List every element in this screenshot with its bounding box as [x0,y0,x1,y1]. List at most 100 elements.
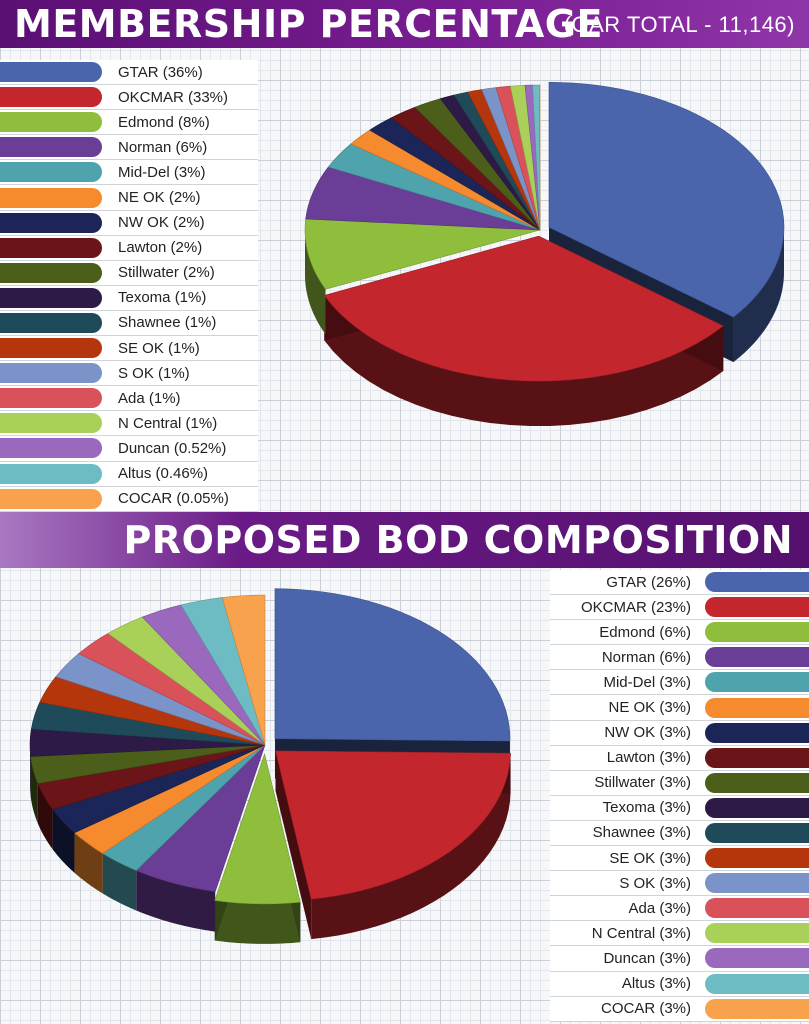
legend-item-norman: Norman (6%) [0,135,258,161]
slice-side-lawton [37,783,53,850]
legend-item-altus: Altus (3%) [550,972,809,997]
slice-gtar [548,82,785,318]
legend-label: Shawnee (1%) [118,314,217,332]
legend-swatch [705,973,809,994]
slice-edmond [304,218,541,290]
legend-label: OKCMAR (23%) [580,598,691,616]
legend-item-se-ok: SE OK (3%) [550,846,809,872]
legend-swatch [705,848,809,869]
legend-swatch [0,338,102,359]
slice-side-nw-ok [52,809,75,873]
legend-item-cocar: COCAR (0.05%) [0,487,258,512]
legend-swatch [705,822,809,843]
legend-item-cocar: COCAR (3%) [550,997,809,1022]
slice-edmond [214,752,301,905]
legend-label: Norman (6%) [118,138,208,156]
legend-item-stillwater: Stillwater (3%) [550,771,809,796]
legend-item-s-ok: S OK (1%) [0,361,258,387]
legend-item-lawton: Lawton (3%) [550,746,809,771]
legend-swatch [0,388,102,409]
legend-label: Ada (3%) [628,899,691,917]
legend-swatch [0,287,102,308]
slice-norman [135,744,266,892]
legend-label: COCAR (3%) [600,1000,691,1018]
legend-label: Lawton (2%) [118,239,203,257]
legend-label: NE OK (3%) [608,699,691,717]
legend-label: Texoma (3%) [602,799,691,817]
legend-label: OKCMAR (33%) [118,88,229,106]
slice-cocar [221,594,266,746]
legend-item-ada: Ada (3%) [550,896,809,922]
legend-item-mid-del: Mid-Del (3%) [0,160,258,186]
legend-swatch [0,187,102,208]
slice-side-gtar [733,227,784,363]
legend-swatch [0,162,102,183]
legend-label: GTAR (36%) [118,63,203,81]
legend-swatch [705,772,809,793]
slice-okcmar [323,235,724,382]
legend-swatch [0,137,102,158]
slice-side-okcmar [311,753,511,940]
legend-swatch [0,413,102,434]
legend-label: SE OK (3%) [609,849,691,867]
bod-title: PROPOSED BOD COMPOSITION [123,518,793,562]
legend-item-okcmar: OKCMAR (23%) [550,595,809,621]
legend-swatch [0,112,102,133]
legend-swatch [705,647,809,668]
legend-label: NW OK (3%) [604,724,691,742]
legend-item-edmond: Edmond (8%) [0,110,258,136]
slice-side-edmond [305,230,326,335]
legend-swatch [0,212,102,233]
legend-swatch [705,923,809,944]
slice-side-ne-ok [74,832,103,894]
legend-item-edmond: Edmond (6%) [550,620,809,646]
legend-swatch [705,998,809,1019]
pie-slices [29,588,511,905]
legend-label: Ada (1%) [118,389,181,407]
legend-label: Shawnee (3%) [592,824,691,842]
legend-item-lawton: Lawton (2%) [0,236,258,261]
legend-swatch [0,262,102,283]
legend-swatch [705,747,809,768]
legend-label: Norman (6%) [601,648,691,666]
legend-label: GTAR (26%) [606,573,691,591]
legend-item-duncan: Duncan (0.52%) [0,436,258,462]
membership-title: MEMBERSHIP PERCENTAGE [14,2,603,46]
legend-swatch [705,797,809,818]
legend-swatch [0,463,102,484]
legend-item-ne-ok: NE OK (3%) [550,695,809,721]
legend-item-ada: Ada (1%) [0,386,258,412]
slice-side-edmond [214,900,301,944]
slice-cocar [538,84,541,231]
legend-swatch [705,672,809,693]
legend-label: N Central (1%) [118,414,218,432]
legend-label: Texoma (1%) [118,289,207,307]
legend-label: NW OK (2%) [118,214,205,232]
legend-swatch [0,237,102,258]
legend-swatch [0,62,102,83]
legend-swatch [705,873,809,894]
legend-item-nw-ok: NW OK (2%) [0,211,258,236]
legend-item-gtar: GTAR (26%) [550,570,809,596]
slice-side-okcmar [324,295,724,427]
legend-label: Edmond (8%) [118,113,210,131]
legend-label: Altus (0.46%) [118,465,209,483]
legend-item-se-ok: SE OK (1%) [0,336,258,362]
bod-pie-chart [29,588,511,944]
slice-side-norman [136,870,216,932]
legend-item-texoma: Texoma (1%) [0,286,258,311]
membership-pie-chart [304,82,785,427]
legend-label: Stillwater (3%) [594,774,691,792]
legend-swatch [705,597,809,618]
slice-okcmar [275,750,511,900]
legend-swatch [0,438,102,459]
legend-item-nw-ok: NW OK (3%) [550,721,809,746]
slice-side-mid-del [102,853,137,911]
legend-label: COCAR (0.05%) [118,490,229,508]
legend-swatch [0,312,102,333]
legend-swatch [705,697,809,718]
legend-swatch [705,722,809,743]
legend-swatch [705,572,809,593]
legend-item-n-central: N Central (1%) [0,411,258,437]
membership-subtitle: (OAR TOTAL - 11,146) [563,12,795,37]
